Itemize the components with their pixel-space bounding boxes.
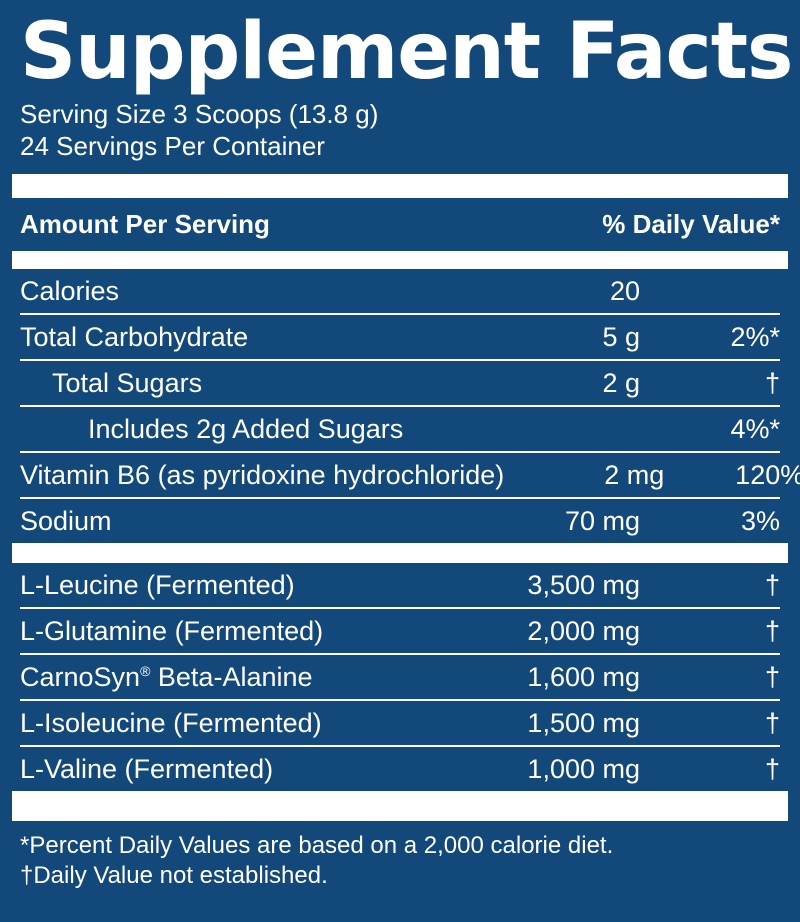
- table-row: Includes 2g Added Sugars 4%*: [20, 407, 780, 453]
- ingredient-daily-value: †: [764, 753, 780, 784]
- ingredient-name: L-Leucine (Fermented): [20, 569, 295, 600]
- table-header: Amount Per Serving % Daily Value*: [20, 198, 780, 251]
- page-title: Supplement Facts: [20, 7, 793, 97]
- nutrient-list: Calories 20 Total Carbohydrate 5 g 2%* T…: [20, 269, 800, 543]
- table-row: L-Valine (Fermented) 1,000 mg †: [20, 747, 780, 791]
- serving-info: Serving Size 3 Scoops (13.8 g) 24 Servin…: [20, 98, 780, 162]
- table-row: Vitamin B6 (as pyridoxine hydrochloride)…: [20, 453, 800, 499]
- table-row: L-Glutamine (Fermented) 2,000 mg †: [20, 609, 780, 655]
- table-row: L-Leucine (Fermented) 3,500 mg †: [20, 563, 780, 609]
- ingredient-name: L-Isoleucine (Fermented): [20, 707, 322, 738]
- ingredient-name: L-Glutamine (Fermented): [20, 615, 324, 646]
- nutrient-amount: 70 mg: [564, 505, 640, 536]
- serving-size: Serving Size 3 Scoops (13.8 g): [20, 99, 379, 129]
- nutrient-daily-value: 4%*: [730, 413, 780, 444]
- servings-per-container: 24 Servings Per Container: [20, 131, 325, 161]
- ingredient-amount: 2,000 mg: [527, 615, 640, 646]
- ingredient-list: L-Leucine (Fermented) 3,500 mg † L-Gluta…: [20, 563, 780, 791]
- table-row: Sodium 70 mg 3%: [20, 499, 780, 543]
- nutrient-name: Calories: [20, 275, 120, 306]
- nutrient-daily-value: 120%: [735, 459, 800, 490]
- table-row: Total Sugars 2 g †: [20, 361, 780, 407]
- percent-daily-value-note: *Percent Daily Values are based on a 2,0…: [20, 832, 614, 859]
- ingredient-amount: 1,500 mg: [527, 707, 640, 738]
- ingredient-amount: 1,600 mg: [527, 661, 640, 692]
- ingredient-daily-value: †: [764, 615, 780, 646]
- nutrient-daily-value: †: [764, 367, 780, 398]
- ingredient-name: CarnoSyn® Beta-Alanine: [20, 662, 480, 693]
- nutrient-daily-value: 3%: [740, 505, 780, 536]
- nutrient-amount: 20: [609, 275, 640, 306]
- nutrient-name: Total Carbohydrate: [20, 321, 249, 352]
- table-row: CarnoSyn® Beta-Alanine 1,600 mg †: [20, 655, 780, 701]
- table-row: L-Isoleucine (Fermented) 1,500 mg †: [20, 701, 780, 747]
- nutrient-amount: 2 mg: [604, 459, 665, 490]
- ingredient-name: L-Valine (Fermented): [20, 753, 274, 784]
- ingredient-daily-value: †: [764, 569, 780, 600]
- nutrient-name: Sodium: [20, 505, 112, 536]
- ingredient-daily-value: †: [764, 707, 780, 738]
- ingredient-amount: 3,500 mg: [527, 569, 640, 600]
- nutrient-daily-value: 2%*: [730, 321, 780, 352]
- ingredient-daily-value: †: [764, 661, 780, 692]
- nutrient-amount: 2 g: [602, 367, 640, 398]
- ingredient-brand: CarnoSyn: [20, 661, 141, 692]
- divider-mid: [12, 251, 788, 269]
- table-row: Total Carbohydrate 5 g 2%*: [20, 315, 780, 361]
- footnotes: *Percent Daily Values are based on a 2,0…: [20, 821, 780, 891]
- divider-thick: [12, 791, 788, 821]
- daily-value-heading: % Daily Value*: [602, 209, 780, 239]
- nutrient-name: Includes 2g Added Sugars: [88, 413, 404, 444]
- supplement-facts-panel: Supplement Facts Serving Size 3 Scoops (…: [0, 6, 800, 922]
- divider-thick: [12, 174, 788, 198]
- ingredient-name-rest: Beta-Alanine: [150, 661, 313, 692]
- amount-per-serving-heading: Amount Per Serving: [20, 209, 270, 239]
- nutrient-name: Vitamin B6 (as pyridoxine hydrochloride): [20, 459, 505, 490]
- dagger-note: †Daily Value not established.: [20, 862, 328, 889]
- nutrient-name: Total Sugars: [52, 367, 203, 398]
- nutrient-amount: 5 g: [602, 321, 640, 352]
- ingredient-amount: 1,000 mg: [527, 753, 640, 784]
- table-row: Calories 20: [20, 269, 780, 315]
- divider-mid: [12, 543, 788, 563]
- registered-trademark: ®: [140, 662, 151, 679]
